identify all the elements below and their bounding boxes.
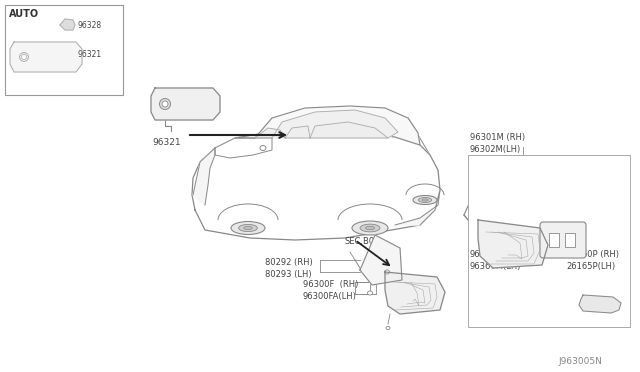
Text: 96300FA(LH): 96300FA(LH) [303,292,357,301]
Text: 96366M(LH): 96366M(LH) [470,262,522,271]
Polygon shape [151,88,220,120]
Ellipse shape [386,327,390,330]
Polygon shape [10,42,82,72]
Ellipse shape [19,52,29,61]
Bar [468,155,630,327]
Ellipse shape [419,198,431,202]
Text: 96321: 96321 [77,50,101,59]
Text: 96321: 96321 [153,138,181,147]
Ellipse shape [360,224,380,232]
Text: 80293 (LH): 80293 (LH) [265,270,312,279]
Ellipse shape [385,270,390,274]
Polygon shape [60,19,75,30]
Text: J963005N: J963005N [558,357,602,366]
Ellipse shape [239,224,257,232]
Text: AUTO: AUTO [9,9,39,19]
Text: 26165P(LH): 26165P(LH) [566,262,615,271]
Bar [549,233,559,247]
Text: 26160P (RH): 26160P (RH) [566,250,619,259]
Text: SEC.B00: SEC.B00 [345,237,380,246]
Polygon shape [579,295,621,313]
Polygon shape [215,138,272,158]
Polygon shape [272,110,398,138]
Ellipse shape [422,199,428,201]
Ellipse shape [413,196,437,205]
Ellipse shape [231,221,265,234]
Polygon shape [193,148,215,205]
Ellipse shape [365,226,374,230]
Text: 96365M(RH): 96365M(RH) [470,250,523,259]
Ellipse shape [22,55,26,60]
Polygon shape [192,130,440,240]
Polygon shape [310,122,388,138]
Text: 80292 (RH): 80292 (RH) [265,258,313,267]
Text: 96301M (RH): 96301M (RH) [470,133,525,142]
Ellipse shape [260,145,266,151]
Bar [565,233,575,247]
Polygon shape [395,190,440,225]
Text: 96300F  (RH): 96300F (RH) [303,280,358,289]
Polygon shape [255,128,285,138]
Polygon shape [235,106,420,145]
Ellipse shape [244,227,252,230]
Polygon shape [385,272,445,314]
Text: 96328: 96328 [77,21,101,30]
Polygon shape [360,235,402,285]
Ellipse shape [352,221,388,235]
Polygon shape [478,220,548,268]
Text: 96302M(LH): 96302M(LH) [470,145,521,154]
Ellipse shape [367,291,372,295]
Polygon shape [285,126,310,138]
Ellipse shape [159,99,170,109]
FancyBboxPatch shape [540,222,586,258]
Bar [5,5,123,95]
Ellipse shape [162,101,168,107]
